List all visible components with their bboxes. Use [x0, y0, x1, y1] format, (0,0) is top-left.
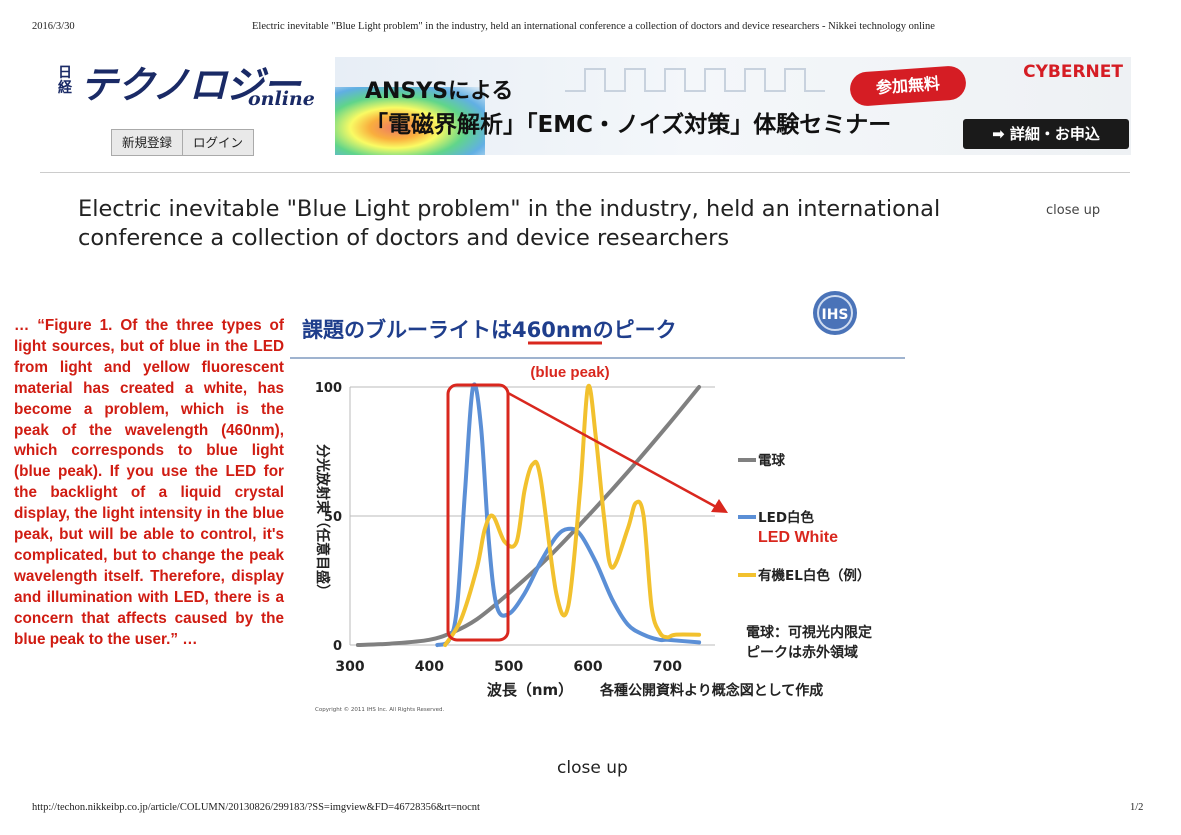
login-link[interactable]: ログイン	[182, 130, 253, 155]
ihs-logo-text: IHS	[821, 307, 848, 323]
chart-x-tick-label: 700	[653, 659, 682, 675]
figure-source-note: 各種公開資料より概念図として作成	[599, 682, 823, 699]
chart-x-tick-label: 300	[335, 659, 364, 675]
blue-peak-highlight-box	[446, 383, 510, 642]
banner-free-badge: 参加無料	[848, 64, 968, 108]
series-oled-white-line	[443, 383, 702, 647]
banner-brand: CYBERNET	[1023, 62, 1123, 82]
banner-cta-button[interactable]: ➡ 詳細・お申込	[963, 119, 1129, 149]
print-footer-page: 1/2	[1130, 802, 1144, 813]
chart-y-axis-label: 分光放射束（任意目盛）	[314, 444, 331, 598]
series-led-white-line	[435, 382, 702, 647]
ad-banner[interactable]: ANSYSによる 「電磁界解析」「EMC・ノイズ対策」体験セミナー 参加無料 C…	[335, 57, 1131, 155]
print-header-title: Electric inevitable "Blue Light problem"…	[252, 21, 935, 32]
chart-x-axis-label: 波長（nm）	[487, 681, 573, 699]
annotation-arrow-line	[507, 391, 719, 510]
chart-y-tick-label: 0	[333, 639, 342, 654]
legend-label-oled-white: 有機EL白色（例）	[758, 567, 870, 584]
register-link[interactable]: 新規登録	[122, 135, 173, 150]
figure-title-suffix: のピーク	[593, 318, 677, 342]
figure-copyright: Copyright © 2011 IHS Inc. All Rights Res…	[315, 706, 445, 713]
banner-headline-1: ANSYSによる	[365, 79, 514, 104]
annotation-blue-peak: (blue peak)	[530, 364, 609, 381]
figure-caption: … “Figure 1. Of the three types of light…	[14, 317, 284, 648]
article-headline: Electric inevitable "Blue Light problem"…	[78, 196, 941, 251]
chart-y-tick-label: 100	[315, 381, 342, 396]
logo-main-text: テクノロジー	[80, 63, 301, 107]
banner-heatmap-graphic	[335, 87, 485, 155]
chart-x-tick-label: 500	[494, 659, 523, 675]
logo-online-text: online	[248, 88, 315, 110]
close-up-link-top[interactable]: close up	[1046, 203, 1101, 218]
svg-text:課題のブルーライトは460nmのピーク: 課題のブルーライトは460nmのピーク	[302, 318, 677, 342]
print-footer-url: http://techon.nikkeibp.co.jp/article/COL…	[32, 802, 480, 813]
ihs-logo-ring	[817, 295, 853, 331]
close-up-link-bottom[interactable]: close up	[557, 758, 628, 778]
figure-title-prefix: 課題のブルーライトは	[302, 318, 512, 342]
chart-x-tick-label: 400	[415, 659, 444, 675]
annotation-led-white: LED White	[758, 529, 838, 546]
banner-headline-2: 「電磁界解析」「EMC・ノイズ対策」体験セミナー	[365, 112, 892, 138]
banner-wave-graphic	[565, 68, 825, 92]
site-logo[interactable]: 日経 テクノロジー online	[58, 62, 323, 118]
figure-title-highlight: 460nm	[512, 318, 593, 342]
legend-label-led-white: LED白色	[758, 509, 815, 526]
ihs-logo-icon	[813, 291, 857, 335]
annotation-arrow-head	[711, 499, 728, 513]
chart-y-tick-label: 50	[324, 510, 342, 525]
figure-chart: 課題のブルーライトは460nmのピーク IHS (blue peak) 0 50 1…	[290, 291, 905, 713]
chart-x-tick-label: 600	[573, 659, 602, 675]
header-divider	[40, 172, 1130, 173]
print-date: 2016/3/30	[32, 21, 75, 32]
legend-label-bulb: 電球	[758, 452, 786, 469]
figure-note-line2: ピークは赤外領域	[746, 644, 858, 661]
figure-note-line1: 電球：可視光内限定	[746, 624, 872, 641]
auth-links: 新規登録 ログイン	[111, 129, 255, 156]
logo-kanji: 日経	[58, 65, 72, 96]
